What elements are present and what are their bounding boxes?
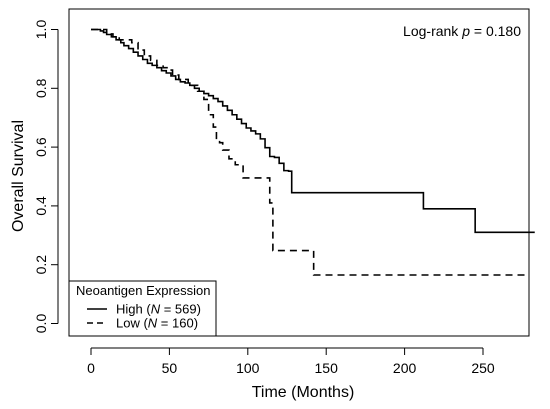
plot-frame	[68, 8, 530, 337]
series-line-low	[91, 28, 527, 276]
y-axis-label: Overall Survival	[10, 120, 27, 232]
y-tick-label: 0.0	[33, 314, 49, 334]
x-tick-label: 100	[236, 360, 260, 376]
legend-high-label: High (	[116, 302, 151, 317]
log-rank-p-symbol: p	[461, 23, 470, 39]
x-axis-label: Time (Months)	[252, 384, 355, 401]
legend-high-tail: = 569)	[160, 302, 201, 317]
y-tick-label: 0.4	[33, 196, 49, 216]
log-rank-annotation: Log-rank p = 0.180	[403, 23, 521, 39]
legend-low-n: N	[148, 316, 158, 331]
y-tick-label: 0.8	[33, 78, 49, 98]
legend-entry-low: Low (N = 160)	[116, 316, 198, 331]
series-line-high	[91, 28, 535, 234]
legend-box	[68, 280, 217, 337]
series-layer	[91, 28, 535, 276]
log-rank-prefix: Log-rank	[403, 23, 462, 39]
x-axis: 0 50 100 150 200 250	[87, 347, 495, 376]
y-axis: 0.0 0.2 0.4 0.6 0.8 1.0	[33, 20, 59, 334]
legend: Neoantigen Expression High (N = 569) Low…	[68, 280, 217, 337]
legend-low-label: Low (	[116, 316, 148, 331]
y-tick-label: 1.0	[33, 20, 49, 40]
y-tick-label: 0.6	[33, 137, 49, 157]
log-rank-value: = 0.180	[470, 23, 521, 39]
y-tick-label: 0.2	[33, 255, 49, 275]
x-tick-label: 150	[315, 360, 339, 376]
x-tick-label: 250	[471, 360, 495, 376]
legend-title: Neoantigen Expression	[76, 283, 210, 298]
legend-high-n: N	[151, 302, 161, 317]
x-tick-label: 200	[393, 360, 417, 376]
legend-low-tail: = 160)	[157, 316, 198, 331]
x-tick-label: 50	[162, 360, 178, 376]
x-tick-label: 0	[87, 360, 95, 376]
legend-entry-high: High (N = 569)	[116, 302, 201, 317]
